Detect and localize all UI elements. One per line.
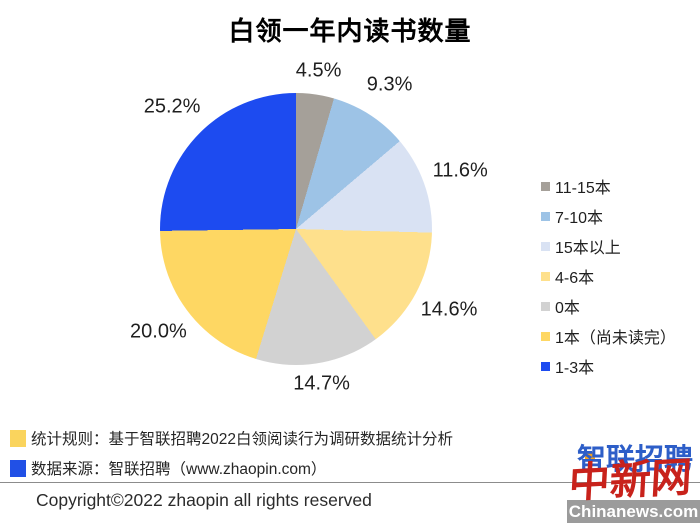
legend-label: 0本 — [555, 300, 580, 317]
legend-swatch-0 — [541, 301, 550, 311]
pie-slice-label-1-unfinished: 20.0% — [130, 320, 187, 343]
legend-item-0: 0本 — [541, 291, 676, 321]
copyright-text: Copyright©2022 zhaopin all rights reserv… — [36, 490, 372, 510]
legend-label: 7-10本 — [555, 210, 604, 227]
watermark-stamp-text: 中新网 — [567, 453, 693, 507]
legend-item-7-10: 7-10本 — [541, 201, 676, 231]
pie-slice-label-15plus: 11.6% — [432, 159, 488, 182]
legend-swatch-15plus — [541, 241, 550, 251]
legend-item-1-unfinished: 1本（尚未读完） — [541, 321, 676, 351]
page-title: 白领一年内读书数量 — [228, 16, 472, 46]
legend-swatch-11-15 — [541, 181, 550, 191]
pie-slice-label-11-15: 4.5% — [295, 59, 342, 82]
pie-chart — [160, 93, 432, 365]
legend-label: 15本以上 — [555, 240, 621, 257]
pie-slice-label-4-6: 14.6% — [420, 298, 478, 321]
note-row-statistics-rule: 统计规则：基于智联招聘2022白领阅读行为调研数据统计分析 — [10, 427, 453, 449]
note-marker-yellow — [10, 429, 26, 447]
legend-item-1-3: 1-3本 — [541, 351, 676, 381]
brand-accent-dot — [585, 452, 595, 461]
legend-swatch-1-unfinished — [541, 331, 550, 341]
watermark-brand-text: 智联招聘 — [577, 444, 694, 476]
legend-label: 1本（尚未读完） — [555, 330, 676, 347]
note-text: 统计规则：基于智联招聘2022白领阅读行为调研数据统计分析 — [31, 431, 453, 448]
legend-swatch-1-3 — [541, 361, 550, 371]
divider-line — [0, 482, 700, 483]
pie-slice-label-7-10: 9.3% — [366, 73, 413, 96]
pie-slice-label-1-3: 25.2% — [143, 95, 201, 118]
legend-label: 1-3本 — [555, 360, 595, 377]
watermark-site-bar: Chinanews.com — [567, 500, 700, 523]
note-row-data-source: 数据来源：智联招聘（www.zhaopin.com） — [10, 457, 326, 479]
legend-item-15plus: 15本以上 — [541, 231, 676, 261]
legend-swatch-4-6 — [541, 271, 550, 281]
legend-label: 11-15本 — [555, 180, 611, 197]
legend-item-11-15: 11-15本 — [541, 171, 676, 201]
legend-item-4-6: 4-6本 — [541, 261, 676, 291]
note-marker-blue — [10, 459, 26, 477]
note-text: 数据来源：智联招聘（www.zhaopin.com） — [31, 461, 327, 478]
legend-swatch-7-10 — [541, 211, 550, 221]
legend: 11-15本 7-10本 15本以上 4-6本 0本 1本（尚未读完） 1-3本 — [541, 171, 676, 381]
legend-label: 4-6本 — [555, 270, 595, 287]
pie-slice-label-0: 14.7% — [293, 372, 350, 395]
